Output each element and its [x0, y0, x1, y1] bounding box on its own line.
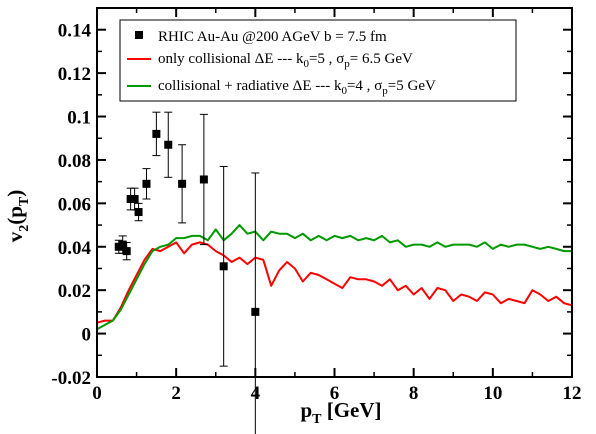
data-point-10	[199, 175, 208, 184]
y-tick-label: 0.08	[58, 151, 91, 172]
data-point-9	[178, 179, 187, 188]
y-tick-label: 0.04	[58, 238, 92, 259]
x-tick-label: 12	[563, 383, 582, 404]
legend-marker-rhic	[135, 31, 143, 39]
plot-area	[96, 111, 573, 434]
x-tick-label: 0	[92, 383, 102, 404]
data-point-5	[134, 208, 143, 217]
series-line-collisional	[96, 241, 573, 324]
y-tick-label: 0.02	[58, 281, 91, 302]
y-tick-label: 0.06	[58, 194, 91, 215]
data-point-4	[130, 195, 139, 204]
y-axis-title-mid: (p	[3, 206, 27, 225]
data-point-1	[118, 240, 127, 249]
x-tick-label: 8	[409, 383, 419, 404]
axes: 0 2 4 6 8 10 12-0.0200.020.040.060.080.10.120.…	[51, 7, 582, 404]
x-axis-title-main: p	[300, 398, 312, 422]
y-tick-label: 0	[82, 325, 92, 346]
svg-text:pT [GeV]: pT [GeV]	[300, 398, 381, 427]
data-point-12	[251, 307, 260, 316]
y-axis-title: v2(pT)	[3, 190, 32, 243]
svg-text:v2(pT): v2(pT)	[3, 190, 32, 243]
series-line-radiative	[96, 224, 572, 331]
legend-label-collisional: only collisional ΔE --- k0=5 , σp= 6.5 G…	[158, 51, 413, 70]
x-tick-label: 10	[483, 383, 502, 404]
data-point-8	[164, 140, 173, 149]
x-axis-title: pT [GeV]	[300, 398, 381, 427]
y-tick-label: 0.12	[58, 64, 91, 85]
y-tick-label: 0.1	[67, 108, 91, 129]
data-point-11	[219, 262, 228, 271]
y-tick-label: 0.14	[58, 21, 92, 42]
legend-label-rhic: RHIC Au-Au @200 AGeV b = 7.5 fm	[158, 29, 387, 45]
x-axis-title-subscript: T	[312, 412, 322, 427]
x-tick-label: 4	[251, 383, 261, 404]
x-tick-label: 2	[171, 383, 181, 404]
legend: RHIC Au-Au @200 AGeV b = 7.5 fm only col…	[119, 19, 517, 102]
legend-box	[119, 19, 517, 102]
data-point-6	[142, 179, 151, 188]
x-axis-title-rest: [GeV]	[321, 398, 381, 422]
y-axis-title-end: )	[3, 190, 27, 197]
y-axis-title-main: v	[3, 231, 27, 242]
y-axis-title-subscript-2: T	[17, 196, 32, 206]
x-tick-label: 6	[330, 383, 340, 404]
data-point-7	[152, 129, 161, 138]
y-tick-label: -0.02	[51, 368, 91, 389]
data-point-2	[122, 247, 131, 256]
y-axis-title-subscript-1: 2	[17, 225, 32, 232]
legend-label-radiative: collisional + radiative ΔE --- k0=4 , σp…	[158, 78, 436, 97]
